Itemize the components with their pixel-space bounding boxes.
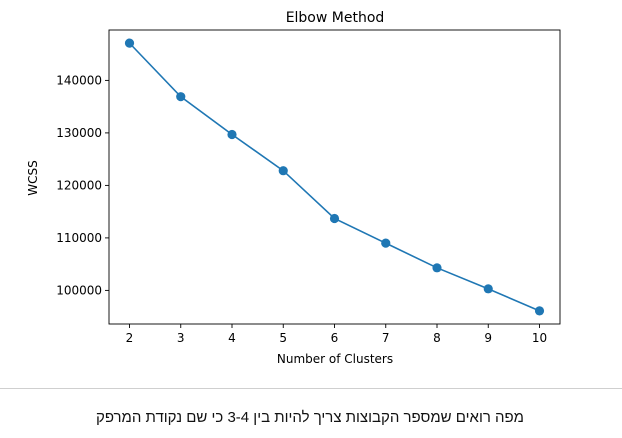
- x-tick-label: 3: [177, 331, 185, 345]
- chart-title: Elbow Method: [286, 10, 385, 26]
- y-tick-label: 100000: [56, 283, 102, 297]
- y-axis-label: WCSS: [26, 160, 40, 195]
- data-point: [329, 213, 340, 224]
- data-point: [483, 284, 493, 294]
- plot-area: 2 3 4 5 6 7 8 9 10 100000 110000 120000 130000 140000: [56, 29, 561, 345]
- x-tick-label: 8: [433, 331, 441, 345]
- y-tick-label: 130000: [56, 126, 102, 140]
- y-tick-label: 110000: [56, 231, 102, 245]
- x-tick-label: 4: [228, 331, 236, 345]
- y-tick-label: 140000: [56, 73, 102, 87]
- elbow-chart: Elbow Method 2 3 4 5 6 7 8 9 10 100000 110000 12000…: [26, 10, 561, 366]
- data-point: [278, 166, 288, 176]
- note-text: מפה רואים שמספר הקבוצות צריך להיות בין 3…: [95, 409, 524, 426]
- data-point: [432, 263, 442, 273]
- x-tick-label: 6: [331, 331, 339, 345]
- x-tick-label: 7: [382, 331, 390, 345]
- x-tick-label: 5: [279, 331, 287, 345]
- x-tick-label: 10: [532, 331, 547, 345]
- data-point: [176, 92, 186, 102]
- y-tick-label: 120000: [56, 178, 102, 192]
- x-axis-label: Number of Clusters: [277, 352, 393, 366]
- data-point: [227, 129, 237, 140]
- series-line: [128, 42, 540, 312]
- data-point: [124, 38, 135, 48]
- x-tick-label: 9: [484, 331, 492, 345]
- data-point: [534, 306, 545, 316]
- x-tick-label: 2: [126, 331, 134, 345]
- data-point: [381, 238, 391, 248]
- plot-frame: [108, 29, 561, 325]
- divider: [0, 388, 622, 389]
